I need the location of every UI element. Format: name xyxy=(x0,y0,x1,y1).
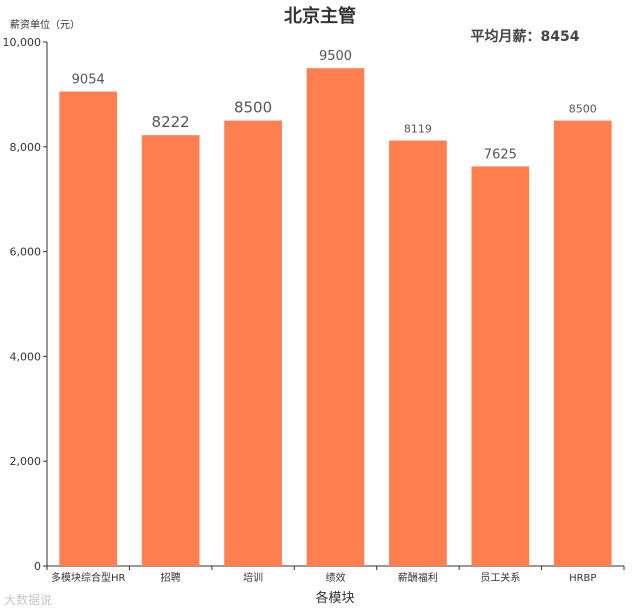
x-axis-label: 各模块 xyxy=(315,590,354,606)
y-tick-label: 4,000 xyxy=(10,350,42,363)
y-tick-label: 10,000 xyxy=(3,36,42,49)
data-label: 8500 xyxy=(569,103,597,116)
x-tick-label: 员工关系 xyxy=(480,571,520,584)
y-axis-label: 薪资单位（元） xyxy=(10,18,80,31)
data-label: 8119 xyxy=(404,123,432,136)
data-labels: 9054 8222 8500 9500 8119 7625 8500 xyxy=(72,49,597,162)
x-tick-label: 绩效 xyxy=(326,571,346,584)
bar-1 xyxy=(59,91,118,566)
y-tick-label: 8,000 xyxy=(10,141,42,154)
average-salary-label: 平均月薪：8454 xyxy=(471,28,580,45)
bars xyxy=(59,68,612,567)
data-label: 9054 xyxy=(72,73,105,88)
bar-4 xyxy=(306,68,365,566)
bar-3 xyxy=(224,120,282,566)
data-label: 8500 xyxy=(234,99,272,117)
bar-7 xyxy=(553,120,612,566)
data-label: 7625 xyxy=(484,147,517,162)
x-tick-label: 多模块综合型HR xyxy=(51,571,126,584)
bar-2 xyxy=(141,135,200,566)
bar-5 xyxy=(389,140,447,567)
y-tick-label: 6,000 xyxy=(10,246,42,259)
bar-6 xyxy=(471,166,530,566)
watermark-text: 大数据说 xyxy=(4,593,53,607)
chart-title: 北京主管 xyxy=(284,5,356,27)
x-tick-label: 培训 xyxy=(243,571,263,584)
data-label: 9500 xyxy=(319,49,352,64)
data-label: 8222 xyxy=(152,113,190,131)
y-tick-label: 2,000 xyxy=(10,455,42,468)
axes: 0 2,000 4,000 6,000 8,000 10,000 多模块综合型HR 招聘 培训 绩… xyxy=(3,36,625,584)
y-tick-label: 0 xyxy=(34,560,41,573)
x-tick-label: HRBP xyxy=(569,573,596,584)
x-tick-label: 薪酬福利 xyxy=(398,571,438,584)
x-tick-label: 招聘 xyxy=(161,571,181,584)
